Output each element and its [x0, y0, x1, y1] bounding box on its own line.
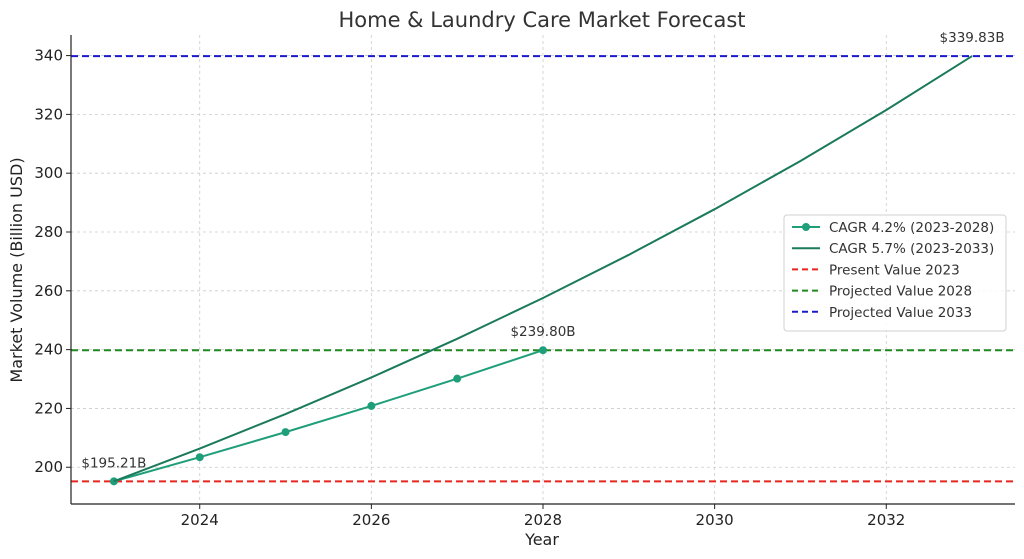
data-label: $339.83B — [940, 30, 1005, 46]
x-tick-label: 2024 — [181, 511, 219, 529]
y-tick-label: 280 — [34, 223, 63, 241]
data-label: $195.21B — [81, 455, 146, 471]
y-tick-label: 200 — [34, 458, 63, 476]
legend-box — [783, 214, 1007, 332]
data-label: $239.80B — [510, 324, 575, 340]
legend-marker — [802, 223, 810, 231]
series-line — [113, 55, 973, 483]
chart-title: Home & Laundry Care Market Forecast — [338, 8, 745, 32]
annotations: $195.21B $239.80B $339.83B — [81, 30, 1004, 471]
x-axis-title: Year — [524, 530, 559, 549]
reference-lines — [71, 55, 1015, 483]
x-tick-label: 2030 — [696, 511, 734, 529]
legend-label: Projected Value 2033 — [829, 305, 972, 321]
x-tick-label: 2032 — [867, 511, 905, 529]
series — [109, 55, 973, 486]
legend-label: CAGR 5.7% (2023-2033) — [829, 241, 994, 257]
data-point — [281, 428, 290, 437]
y-tick-label: 300 — [34, 164, 63, 182]
legend-label: Projected Value 2028 — [829, 284, 972, 300]
legend-label: Present Value 2023 — [829, 262, 960, 278]
data-point — [195, 453, 204, 462]
x-tick-label: 2026 — [352, 511, 390, 529]
data-point — [539, 346, 547, 355]
y-tick-label: 220 — [34, 399, 63, 417]
x-tick-label: 2028 — [524, 511, 562, 529]
legend-label: CAGR 4.2% (2023-2028) — [829, 220, 994, 236]
series-line — [113, 349, 544, 483]
y-tick-label: 320 — [34, 105, 63, 123]
y-tick-label: 340 — [34, 47, 63, 65]
legend: CAGR 4.2% (2023-2028) CAGR 5.7% (2023-203… — [783, 214, 1007, 332]
y-tick-label: 240 — [34, 341, 63, 359]
y-tick-label: 260 — [34, 282, 63, 300]
data-point — [367, 401, 376, 410]
axes: 2024 2026 2028 2030 2032 200 220 240 260 280 300 32… — [34, 35, 1015, 529]
y-axis-title: Market Volume (Billion USD) — [7, 157, 26, 382]
data-point — [453, 374, 462, 383]
